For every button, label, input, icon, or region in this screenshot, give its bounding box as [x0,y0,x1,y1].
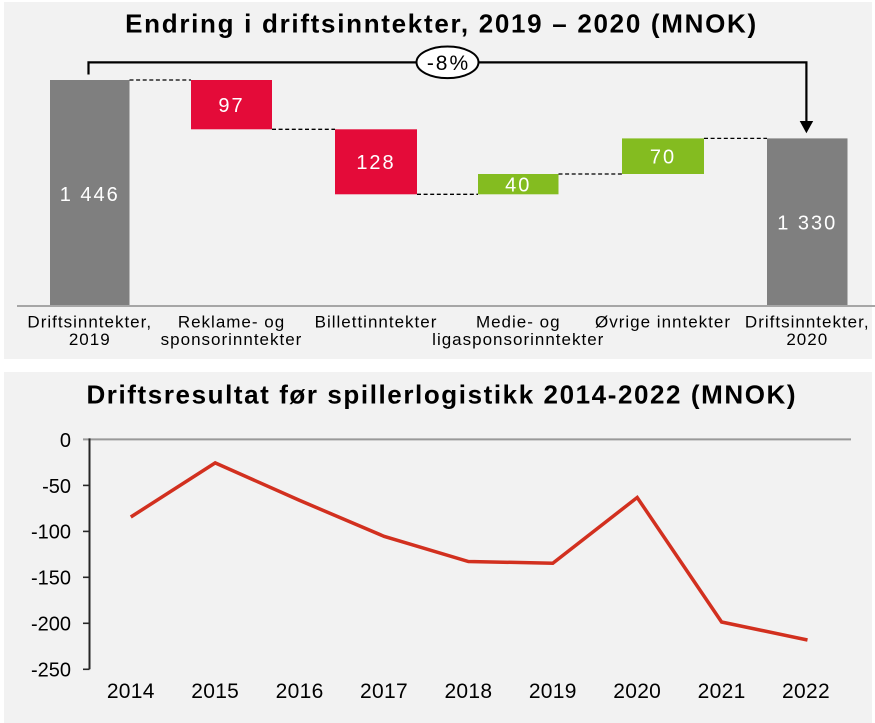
svg-text:Driftsinntekter,: Driftsinntekter, [745,313,870,332]
svg-text:-50: -50 [42,476,71,498]
svg-text:2018: 2018 [444,680,492,703]
svg-text:Endring i driftsinntekter, 201: Endring i driftsinntekter, 2019 – 2020 (… [125,8,758,38]
svg-text:-100: -100 [31,522,71,544]
svg-text:2021: 2021 [698,680,746,703]
svg-text:1 330: 1 330 [777,212,837,234]
svg-text:2014: 2014 [107,680,155,703]
svg-text:2020: 2020 [786,330,828,349]
svg-text:97: 97 [218,95,244,117]
svg-text:2019: 2019 [529,680,577,703]
svg-text:-200: -200 [31,614,71,636]
svg-text:40: 40 [505,175,531,197]
svg-text:ligasponsorinntekter: ligasponsorinntekter [432,330,604,349]
svg-text:2017: 2017 [360,680,408,703]
svg-text:-250: -250 [31,660,71,682]
svg-text:-8%: -8% [427,52,470,75]
svg-text:2016: 2016 [276,680,324,703]
svg-text:2015: 2015 [191,680,239,703]
svg-text:-150: -150 [31,568,71,590]
svg-text:128: 128 [356,152,395,174]
svg-text:2019: 2019 [69,330,111,349]
svg-text:Reklame- og: Reklame- og [178,313,285,332]
svg-text:1 446: 1 446 [60,184,120,206]
svg-text:Billettinntekter: Billettinntekter [315,313,438,332]
svg-text:2022: 2022 [782,680,830,703]
svg-text:Øvrige inntekter: Øvrige inntekter [595,313,731,332]
svg-text:0: 0 [60,430,71,452]
svg-text:2020: 2020 [613,680,661,703]
svg-text:Driftsresultat før spillerlogi: Driftsresultat før spillerlogistikk 2014… [86,379,797,409]
svg-text:Driftsinntekter,: Driftsinntekter, [27,313,152,332]
svg-text:70: 70 [650,147,676,169]
svg-text:sponsorinntekter: sponsorinntekter [161,330,303,349]
svg-text:Medie- og: Medie- og [476,313,561,332]
